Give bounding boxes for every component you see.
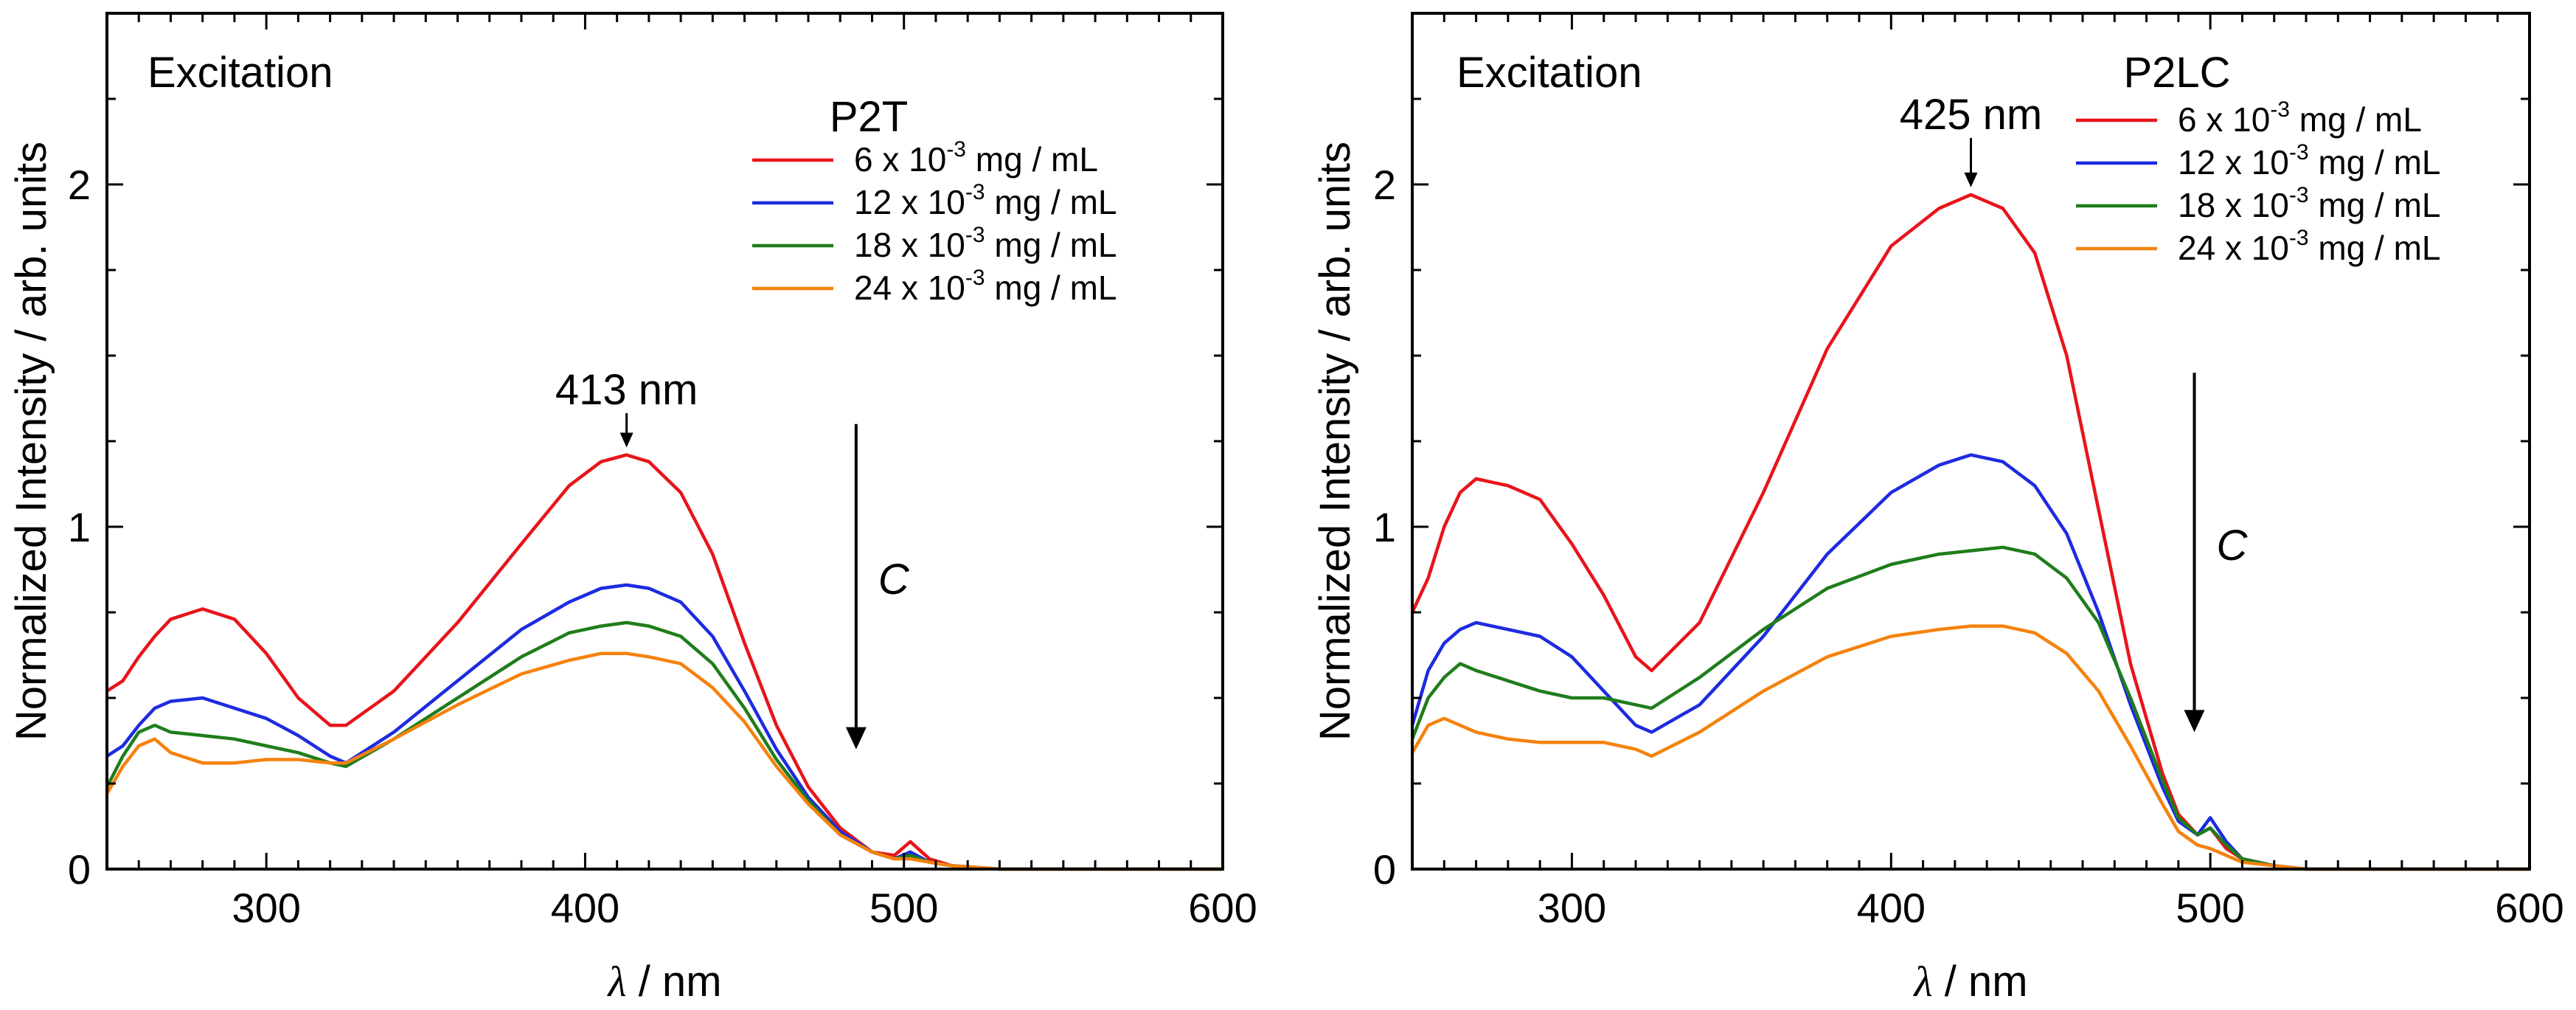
legend-coef: 24 x 10 — [2178, 229, 2289, 267]
concentration-arrow-head — [2184, 710, 2205, 733]
y-axis-title: Normalized Intensity / arb. units — [1311, 142, 1359, 741]
legend-label: 12 x 10-3 mg / mL — [2178, 140, 2441, 181]
x-tick-label: 600 — [1188, 885, 1257, 931]
series-line-6 — [1410, 193, 2530, 871]
legend-label: 6 x 10-3 mg / mL — [854, 137, 1098, 179]
legend-label: 24 x 10-3 mg / mL — [854, 266, 1117, 307]
legend-coef: 24 x 10 — [854, 269, 965, 307]
y-tick-label: 2 — [1373, 162, 1396, 208]
legend-unit: mg / mL — [985, 269, 1117, 307]
x-axis-unit: / nm — [1933, 958, 2028, 1006]
y-tick-label: 0 — [68, 846, 91, 893]
x-tick-label: 500 — [869, 885, 938, 931]
legend-exponent: -3 — [965, 180, 985, 204]
legend-exponent: -3 — [965, 223, 985, 247]
legend-item-6: 6 x 10-3 mg / mL — [752, 137, 1098, 179]
mode-label: Excitation — [147, 49, 333, 97]
legend-label: 18 x 10-3 mg / mL — [854, 223, 1117, 264]
x-axis-symbol: λ — [606, 958, 626, 1006]
legend-coef: 12 x 10 — [2178, 143, 2289, 181]
x-axis-title: λ / nm — [606, 958, 721, 1006]
legend-item-12: 12 x 10-3 mg / mL — [2076, 140, 2441, 181]
legend-item-18: 18 x 10-3 mg / mL — [752, 223, 1117, 264]
series-line-6 — [105, 453, 1223, 871]
x-tick-label: 400 — [1857, 885, 1926, 931]
legend-exponent: -3 — [946, 137, 966, 162]
y-tick-label: 1 — [68, 504, 91, 550]
concentration-label: C — [878, 556, 910, 603]
y-tick-label: 0 — [1373, 846, 1396, 893]
x-axis-unit: / nm — [627, 958, 722, 1006]
series-line-12 — [1410, 453, 2530, 871]
legend-exponent: -3 — [2289, 140, 2309, 165]
legend-label: 24 x 10-3 mg / mL — [2178, 226, 2441, 267]
x-tick-label: 500 — [2176, 885, 2244, 931]
legend-coef: 18 x 10 — [2178, 186, 2289, 224]
x-tick-label: 600 — [2495, 885, 2563, 931]
legend-unit: mg / mL — [2309, 229, 2441, 267]
peak-marker-arrowhead — [1964, 172, 1978, 187]
peak-marker-arrowhead — [619, 432, 633, 448]
legend-coef: 6 x 10 — [854, 140, 946, 179]
legend-item-24: 24 x 10-3 mg / mL — [752, 266, 1117, 307]
y-tick-label: 1 — [1373, 504, 1396, 550]
y-tick-label: 2 — [68, 162, 91, 208]
legend-label: 18 x 10-3 mg / mL — [2178, 183, 2441, 224]
series-line-18 — [1410, 545, 2530, 871]
mode-label: Excitation — [1457, 49, 1642, 97]
legend-label: 12 x 10-3 mg / mL — [854, 180, 1117, 221]
concentration-label: C — [2217, 522, 2249, 570]
legend-item-24: 24 x 10-3 mg / mL — [2076, 226, 2441, 267]
legend-coef: 18 x 10 — [854, 226, 965, 264]
chart-title: P2LC — [2123, 49, 2230, 97]
legend-unit: mg / mL — [966, 140, 1098, 179]
x-axis-symbol: λ — [1912, 958, 1932, 1006]
series-line-12 — [105, 583, 1223, 871]
x-tick-label: 300 — [232, 885, 300, 931]
series-line-24 — [1411, 624, 2530, 871]
legend-coef: 6 x 10 — [2178, 100, 2270, 139]
legend-unit: mg / mL — [985, 183, 1117, 221]
legend-item-12: 12 x 10-3 mg / mL — [752, 180, 1117, 221]
chart-title: P2T — [830, 93, 908, 141]
peak-label: 425 nm — [1900, 91, 2042, 139]
legend-exponent: -3 — [965, 266, 985, 290]
series-line-24 — [105, 651, 1223, 871]
legend-unit: mg / mL — [2290, 100, 2422, 139]
legend-coef: 12 x 10 — [854, 183, 965, 221]
legend-exponent: -3 — [2270, 97, 2290, 122]
x-tick-label: 400 — [551, 885, 619, 931]
concentration-arrow-head — [845, 727, 867, 750]
legend-label: 6 x 10-3 mg / mL — [2178, 97, 2422, 139]
chart-panel-p2lc: 300 400 500 600 0 1 2 λ / nm Normalized Intensit… — [1311, 12, 2564, 1006]
chart-panel-p2t: 300 400 500 600 0 1 2 λ / nm Normalized Intensit… — [7, 12, 1257, 1006]
x-tick-label: 300 — [1538, 885, 1606, 931]
legend-item-18: 18 x 10-3 mg / mL — [2076, 183, 2441, 224]
x-axis-title: λ / nm — [1912, 958, 2027, 1006]
peak-label: 413 nm — [555, 366, 698, 414]
legend-item-6: 6 x 10-3 mg / mL — [2076, 97, 2422, 139]
legend-unit: mg / mL — [2309, 143, 2441, 181]
y-axis-title: Normalized Intensity / arb. units — [7, 142, 55, 741]
legend-exponent: -3 — [2289, 183, 2309, 207]
legend-exponent: -3 — [2289, 226, 2309, 250]
legend-unit: mg / mL — [985, 226, 1117, 264]
legend-unit: mg / mL — [2309, 186, 2441, 224]
